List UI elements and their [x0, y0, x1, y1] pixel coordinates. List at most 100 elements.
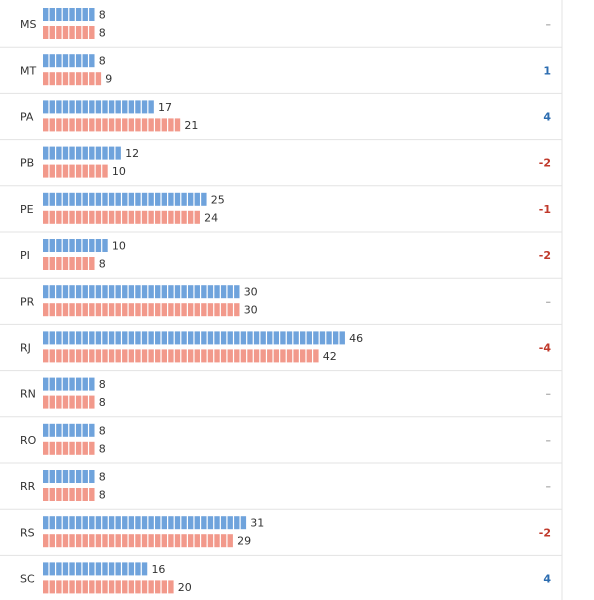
bar-segment — [155, 534, 161, 548]
change-label-pb: -2 — [539, 157, 551, 170]
bar-segment — [56, 377, 62, 391]
row-rr: RR 8 8 – — [0, 470, 562, 510]
value-label-rr-series-2: 8 — [99, 489, 106, 502]
bar-segment — [43, 285, 49, 299]
bar-segment — [187, 192, 194, 206]
bar-sc-series-1 — [43, 562, 148, 576]
bar-segment — [174, 303, 181, 317]
bar-segment — [240, 516, 247, 530]
bar-segment — [56, 26, 62, 39]
bar-pi-series-2 — [43, 257, 95, 270]
change-label-pa: 4 — [543, 111, 551, 124]
bar-segment — [62, 257, 69, 270]
bar-segment — [43, 100, 49, 114]
bar-segment — [293, 349, 299, 363]
bar-segment — [56, 562, 62, 576]
bar-segment — [49, 349, 55, 363]
bar-segment — [75, 395, 82, 409]
bar-segment — [75, 285, 82, 299]
bar-pa-series-2 — [43, 118, 181, 132]
bar-segment — [89, 72, 95, 86]
bar-segment — [56, 470, 62, 483]
bar-segment — [155, 349, 161, 363]
bar-segment — [95, 303, 102, 317]
bar-segment — [69, 100, 75, 114]
bar-segment — [82, 470, 88, 483]
bar-segment — [49, 210, 55, 224]
bar-segment — [89, 580, 95, 594]
bar-segment — [214, 303, 220, 317]
bar-segment — [141, 118, 148, 132]
bar-segment — [108, 349, 115, 363]
bar-segment — [102, 562, 108, 576]
bar-segment — [148, 100, 154, 114]
bar-segment — [95, 534, 102, 548]
bar-segment — [115, 118, 121, 132]
bar-segment — [43, 164, 49, 178]
bar-segment — [49, 164, 55, 178]
bar-segment — [128, 562, 135, 576]
bar-segment — [161, 349, 168, 363]
bar-segment — [69, 192, 75, 206]
bar-segment — [115, 562, 121, 576]
bar-segment — [56, 146, 62, 160]
change-label-pr: – — [546, 295, 552, 308]
bar-segment — [194, 210, 200, 224]
bar-segment — [115, 349, 121, 363]
bar-segment — [240, 349, 247, 363]
bar-segment — [62, 210, 69, 224]
change-label-rs: -2 — [539, 526, 551, 539]
value-label-ms-series-1: 8 — [99, 9, 106, 22]
state-label-pi: PI — [20, 249, 30, 262]
bar-segment — [62, 164, 69, 178]
bar-segment — [69, 423, 75, 437]
bar-segment — [75, 118, 82, 132]
value-label-pi-series-2: 8 — [99, 258, 106, 271]
row-pe: PE 25 24 -1 — [0, 192, 562, 233]
bar-segment — [49, 72, 55, 86]
bar-segment — [187, 303, 194, 317]
bar-segment — [280, 349, 286, 363]
bar-segment — [108, 562, 115, 576]
change-label-mt: 1 — [543, 64, 551, 77]
bar-segment — [102, 239, 108, 252]
bar-segment — [49, 534, 55, 548]
bar-segment — [286, 331, 293, 345]
bar-segment — [75, 580, 82, 594]
bar-segment — [122, 100, 128, 114]
row-rs: RS 31 29 -2 — [0, 516, 562, 556]
bar-segment — [135, 534, 141, 548]
bar-segment — [75, 331, 82, 345]
bar-segment — [69, 239, 75, 252]
bar-segment — [102, 349, 108, 363]
bar-mt-series-1 — [43, 54, 95, 68]
bar-segment — [220, 285, 227, 299]
bar-segment — [56, 72, 62, 86]
bar-segment — [56, 210, 62, 224]
bar-segment — [69, 285, 75, 299]
bar-segment — [207, 285, 214, 299]
bar-segment — [89, 470, 95, 483]
bar-segment — [187, 534, 194, 548]
bar-segment — [115, 516, 121, 530]
bar-segment — [62, 441, 69, 455]
bar-segment — [128, 192, 135, 206]
bar-segment — [82, 146, 88, 160]
bar-segment — [82, 100, 88, 114]
bar-segment — [82, 8, 88, 21]
bar-segment — [102, 285, 108, 299]
bar-segment — [161, 331, 168, 345]
bar-segment — [108, 210, 115, 224]
bar-segment — [75, 534, 82, 548]
row-mt: MT 8 9 1 — [0, 54, 562, 94]
bar-segment — [75, 562, 82, 576]
bar-segment — [89, 118, 95, 132]
bar-segment — [108, 534, 115, 548]
bar-segment — [122, 562, 128, 576]
bar-segment — [75, 349, 82, 363]
bar-segment — [95, 210, 102, 224]
bar-segment — [135, 580, 141, 594]
bar-segment — [56, 516, 62, 530]
bar-segment — [49, 54, 55, 68]
bar-segment — [122, 118, 128, 132]
